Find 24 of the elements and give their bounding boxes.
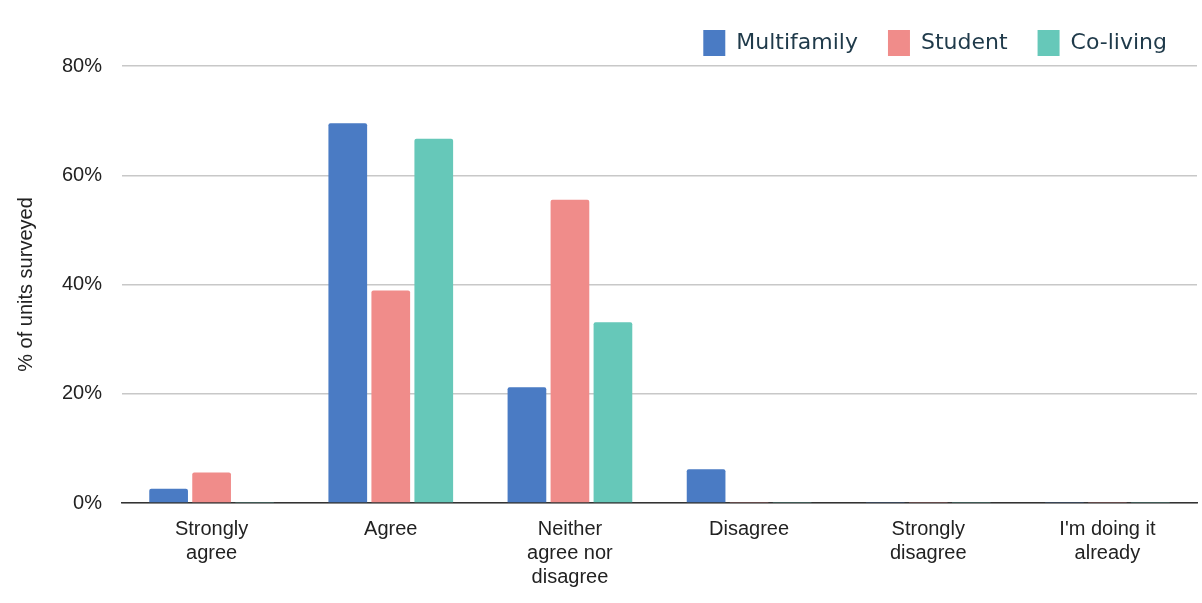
bar xyxy=(414,138,454,503)
bar xyxy=(149,488,188,503)
bar xyxy=(550,199,590,503)
legend-label: Student xyxy=(920,28,1008,54)
bar xyxy=(593,322,633,503)
y-tick-label: 40% xyxy=(62,272,103,295)
y-axis-title: % of units surveyed xyxy=(13,197,36,372)
bar xyxy=(371,290,411,503)
bar xyxy=(192,472,231,503)
x-tick-label: Neither agree nor disagree xyxy=(527,516,614,587)
legend-label: Multifamily xyxy=(736,28,858,54)
y-tick-label: 20% xyxy=(62,381,103,404)
bar xyxy=(507,387,547,503)
y-tick-label: 60% xyxy=(62,162,103,185)
y-tick-label: 0% xyxy=(73,490,103,513)
legend-label: Co-living xyxy=(1070,28,1167,54)
y-tick-label: 80% xyxy=(62,53,103,76)
bar xyxy=(328,123,368,503)
x-tick-label: Disagree xyxy=(709,516,790,539)
x-tick-label: Strongly disagree xyxy=(889,516,967,563)
x-tick-label: Strongly agree xyxy=(174,516,249,563)
x-tick-label: Agree xyxy=(364,516,418,539)
bar xyxy=(686,469,726,503)
x-tick-label: I'm doing it already xyxy=(1059,516,1156,563)
